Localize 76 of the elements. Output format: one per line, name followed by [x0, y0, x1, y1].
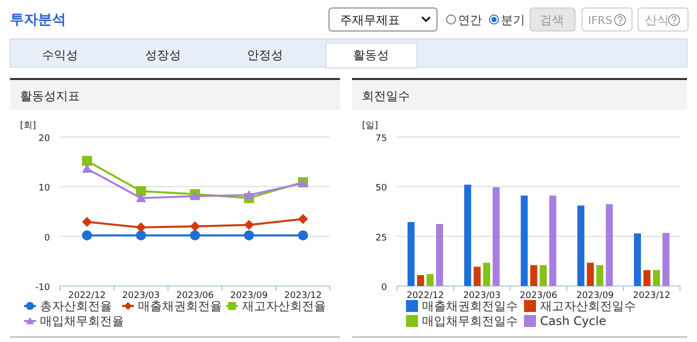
x-tick-label: 2023/09 [576, 291, 614, 301]
x-tick-label: 2023/03 [463, 291, 501, 301]
bar [662, 232, 670, 286]
point [82, 156, 92, 166]
text: 검색 [540, 13, 564, 27]
point [244, 220, 254, 230]
y-axis-title: [일] [362, 121, 378, 131]
legend-label: 재고자산회전일수 [540, 299, 636, 313]
y-tick-label: 20 [38, 134, 50, 144]
bar [464, 184, 472, 286]
text: 활동성 [353, 48, 389, 62]
bar [540, 265, 547, 286]
y-tick-label: 10 [38, 184, 50, 194]
legend-label: 재고자산회전율 [242, 299, 326, 313]
text: 투자분석 [10, 12, 66, 28]
x-tick-label: 2023/12 [633, 291, 670, 301]
point [244, 190, 254, 200]
text: 연간 [458, 13, 482, 27]
point [190, 221, 200, 232]
point [82, 230, 92, 240]
x-tick-label: 2023/12 [284, 291, 322, 301]
point [136, 193, 146, 202]
text: 성장성 [145, 48, 181, 62]
point [298, 214, 308, 224]
legend-label: 매출채권회전일수 [422, 299, 518, 313]
bar [492, 187, 500, 286]
legend-label: Cash Cycle [540, 314, 606, 328]
bar [417, 275, 424, 286]
bar [408, 222, 415, 286]
x-tick-label: 2023/06 [520, 291, 558, 301]
bar [634, 233, 641, 286]
text: 주재무제표 [340, 13, 400, 27]
text: 수익성 [42, 48, 78, 62]
y-tick-label: 50 [376, 184, 388, 194]
bar [652, 270, 660, 286]
x-tick-label: 2023/09 [230, 291, 268, 301]
point [82, 216, 92, 227]
point [82, 164, 92, 173]
bar [577, 206, 584, 286]
point [136, 222, 146, 232]
y-axis-title: [회] [20, 121, 36, 131]
point [244, 230, 254, 240]
y-tick-label: 0 [44, 233, 50, 244]
point [136, 230, 146, 240]
chart-title: 회전일수 [362, 89, 410, 103]
y-tick-label: -10 [35, 283, 50, 293]
legend-label: 매출채권회전율 [138, 299, 222, 313]
y-tick-label: 75 [376, 134, 387, 144]
bar [436, 224, 444, 286]
y-tick-label: 25 [376, 233, 387, 244]
bar [549, 196, 556, 286]
point [136, 186, 146, 196]
point [190, 230, 200, 240]
bar [520, 196, 528, 286]
text: 산식 [645, 13, 669, 27]
bar [483, 262, 490, 286]
bar [586, 262, 594, 286]
legend-label: 매입채무회전일수 [422, 314, 518, 328]
bar [643, 270, 650, 286]
point [298, 230, 308, 240]
y-tick-label: 0 [381, 283, 388, 293]
bar [530, 265, 538, 286]
bar [606, 204, 613, 286]
x-tick-label: 2023/06 [176, 291, 214, 301]
x-tick-label: 2022/12 [68, 291, 106, 301]
text: 분기 [501, 13, 525, 27]
legend-label: 매입채무회전율 [40, 314, 124, 328]
text: IFRS [588, 14, 612, 27]
x-tick-label: 2023/03 [122, 291, 160, 301]
chart-title: 활동성지표 [20, 89, 80, 103]
bar [474, 266, 481, 286]
x-tick-label: 2022/12 [406, 291, 444, 301]
bar [596, 265, 604, 286]
bar [426, 274, 434, 286]
legend-label: 총자산회전율 [40, 299, 112, 313]
text: 안정성 [247, 48, 283, 62]
